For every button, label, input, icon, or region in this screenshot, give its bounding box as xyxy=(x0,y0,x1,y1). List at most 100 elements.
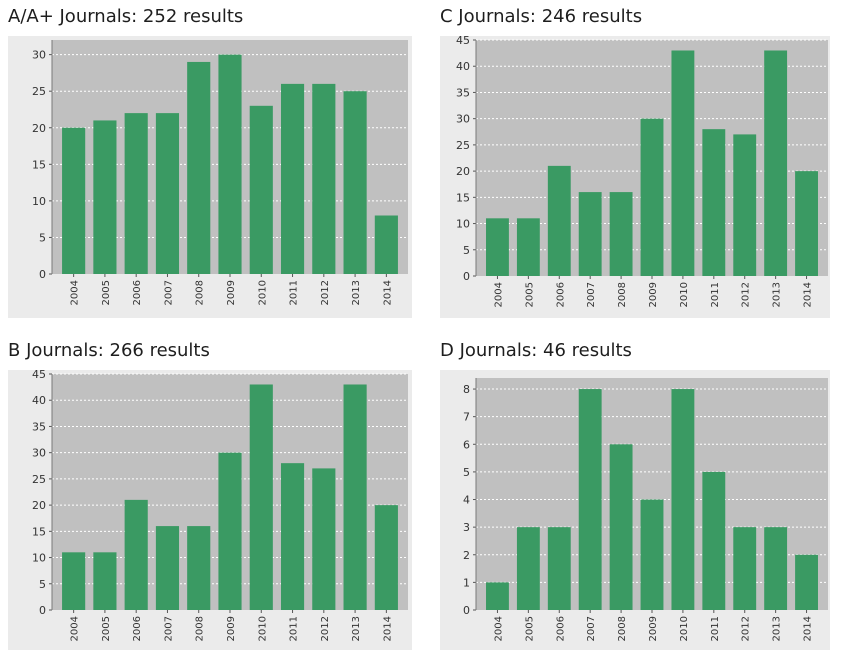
bar-2012 xyxy=(733,527,757,610)
bar-2014 xyxy=(374,505,398,610)
bar-2008 xyxy=(609,444,633,610)
y-tick-label: 30 xyxy=(456,113,470,126)
x-tick-label: 2007 xyxy=(586,616,597,641)
bar-2007 xyxy=(578,192,602,276)
bar-2009 xyxy=(640,499,664,610)
x-tick-label: 2010 xyxy=(257,280,268,305)
y-tick-label: 8 xyxy=(463,383,470,396)
x-tick-label: 2010 xyxy=(679,282,690,307)
y-tick-label: 30 xyxy=(32,49,46,62)
x-tick-label: 2009 xyxy=(226,280,237,305)
y-tick-label: 0 xyxy=(463,604,470,617)
chart-title: B Journals: 266 results xyxy=(8,340,210,361)
x-tick-label: 2008 xyxy=(617,282,628,307)
x-tick-label: 2006 xyxy=(132,280,143,305)
y-tick-label: 0 xyxy=(39,268,46,281)
y-tick-label: 30 xyxy=(32,447,46,460)
y-tick-label: 0 xyxy=(39,604,46,617)
chart-title: D Journals: 46 results xyxy=(440,340,632,361)
x-tick-label: 2007 xyxy=(163,280,174,305)
bar-2014 xyxy=(795,554,818,610)
bar-2014 xyxy=(374,215,398,274)
bar-2011 xyxy=(702,129,726,276)
y-tick-label: 25 xyxy=(32,473,46,486)
y-tick-label: 40 xyxy=(456,60,470,73)
y-tick-label: 15 xyxy=(32,525,46,538)
y-tick-label: 4 xyxy=(463,494,470,507)
x-tick-label: 2012 xyxy=(320,280,331,305)
bar-2008 xyxy=(187,526,211,610)
bar-2012 xyxy=(733,134,757,276)
bar-2005 xyxy=(93,120,117,274)
x-tick-label: 2013 xyxy=(351,616,362,641)
bar-2005 xyxy=(93,552,117,610)
y-tick-label: 2 xyxy=(463,549,470,562)
y-tick-label: 5 xyxy=(39,578,46,591)
y-tick-label: 10 xyxy=(32,552,46,565)
x-tick-label: 2014 xyxy=(382,616,393,641)
x-tick-label: 2012 xyxy=(741,282,752,307)
bar-2004 xyxy=(486,582,509,610)
bar-2013 xyxy=(343,91,367,274)
x-tick-label: 2014 xyxy=(803,616,814,641)
y-tick-label: 35 xyxy=(456,86,470,99)
bar-2010 xyxy=(671,50,695,276)
x-tick-label: 2006 xyxy=(555,282,566,307)
bar-2004 xyxy=(62,552,86,610)
bar-2007 xyxy=(155,526,180,610)
x-tick-label: 2007 xyxy=(163,616,174,641)
x-tick-label: 2010 xyxy=(257,616,268,641)
bar-2005 xyxy=(516,218,540,276)
chart-panel-d-journals: D Journals: 46 results 0 1 2 3 4 5 6 7 8 2004 2005… xyxy=(440,340,830,650)
x-tick-label: 2004 xyxy=(70,280,81,305)
x-tick-label: 2011 xyxy=(710,616,721,641)
bar-2006 xyxy=(124,499,148,610)
bar-2009 xyxy=(218,54,242,274)
x-tick-label: 2004 xyxy=(493,282,504,307)
x-tick-label: 2009 xyxy=(648,616,659,641)
y-tick-label: 35 xyxy=(32,420,46,433)
y-tick-label: 1 xyxy=(463,576,470,589)
x-tick-label: 2005 xyxy=(524,282,535,307)
y-tick-label: 45 xyxy=(32,370,46,381)
x-tick-label: 2007 xyxy=(586,282,597,307)
x-tick-label: 2006 xyxy=(555,616,566,641)
x-tick-label: 2011 xyxy=(710,282,721,307)
bar-2010 xyxy=(671,389,695,610)
bar-chart-aa-journals: 0 5 10 15 20 25 30 2004 2005 2006 2007 2008 2009 2010… xyxy=(8,36,412,318)
x-tick-label: 2006 xyxy=(132,616,143,641)
x-tick-label: 2005 xyxy=(101,616,112,641)
y-tick-label: 15 xyxy=(32,158,46,171)
bar-2008 xyxy=(187,61,211,274)
bar-2006 xyxy=(547,165,571,276)
x-tick-label: 2013 xyxy=(772,616,783,641)
x-tick-label: 2013 xyxy=(772,282,783,307)
y-tick-label: 5 xyxy=(463,244,470,257)
x-tick-label: 2012 xyxy=(320,616,331,641)
bar-2004 xyxy=(486,218,509,276)
bar-2014 xyxy=(795,171,818,276)
y-tick-label: 3 xyxy=(463,521,470,534)
x-tick-label: 2008 xyxy=(195,280,206,305)
y-tick-label: 10 xyxy=(32,195,46,208)
y-tick-label: 45 xyxy=(456,36,470,47)
bar-2007 xyxy=(155,113,180,274)
bar-2005 xyxy=(516,527,540,610)
bar-2011 xyxy=(280,83,305,274)
x-tick-label: 2011 xyxy=(289,280,300,305)
y-tick-label: 15 xyxy=(456,191,470,204)
y-tick-label: 6 xyxy=(463,438,470,451)
bar-2012 xyxy=(312,468,336,610)
bar-2006 xyxy=(124,113,148,274)
x-tick-label: 2008 xyxy=(195,616,206,641)
bar-chart-c-journals: 0 5 10 15 20 25 30 35 40 45 2004 2005 2006 2007 2008 20… xyxy=(440,36,830,318)
chart-panel-aa-journals: A/A+ Journals: 252 results 0 5 10 15 20 25 30 2… xyxy=(8,6,412,318)
bar-chart-b-journals: 0 5 10 15 20 25 30 35 40 45 2004 2005 2006 2007 2008 20… xyxy=(8,370,412,650)
x-tick-label: 2013 xyxy=(351,280,362,305)
bar-2009 xyxy=(218,452,242,610)
y-tick-label: 25 xyxy=(456,139,470,152)
x-tick-label: 2010 xyxy=(679,616,690,641)
y-tick-label: 20 xyxy=(32,122,46,135)
bar-2013 xyxy=(764,50,788,276)
y-tick-label: 5 xyxy=(39,231,46,244)
